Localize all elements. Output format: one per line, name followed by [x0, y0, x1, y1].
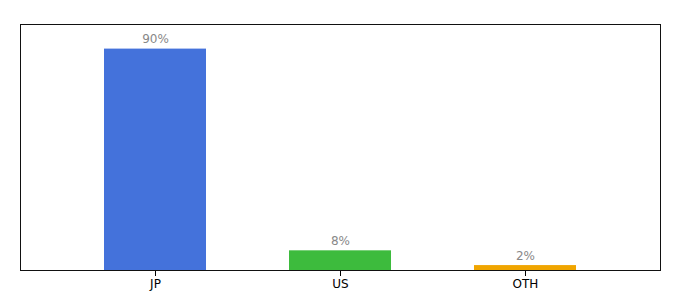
svg-text:US: US	[332, 277, 348, 291]
svg-text:OTH: OTH	[513, 277, 539, 291]
svg-text:2%: 2%	[516, 249, 535, 263]
svg-text:JP: JP	[149, 277, 161, 291]
svg-text:90%: 90%	[142, 32, 169, 46]
svg-text:8%: 8%	[331, 234, 350, 248]
